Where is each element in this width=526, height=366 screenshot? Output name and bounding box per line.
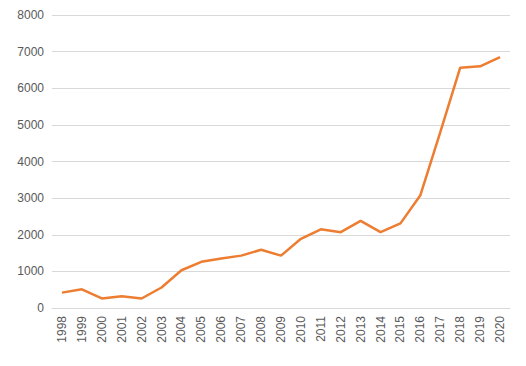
svg-text:7000: 7000 bbox=[17, 45, 44, 59]
svg-text:2011: 2011 bbox=[314, 316, 328, 342]
svg-text:1000: 1000 bbox=[17, 264, 44, 278]
svg-text:2003: 2003 bbox=[155, 316, 169, 343]
svg-text:3000: 3000 bbox=[17, 191, 44, 205]
svg-text:0: 0 bbox=[37, 301, 44, 315]
svg-text:8000: 8000 bbox=[17, 8, 44, 22]
svg-text:2002: 2002 bbox=[135, 316, 149, 343]
svg-text:1998: 1998 bbox=[55, 316, 69, 343]
svg-text:2000: 2000 bbox=[17, 228, 44, 242]
svg-text:2007: 2007 bbox=[234, 316, 248, 343]
svg-text:2000: 2000 bbox=[95, 316, 109, 343]
svg-text:4000: 4000 bbox=[17, 155, 44, 169]
svg-text:2006: 2006 bbox=[214, 316, 228, 343]
svg-text:2013: 2013 bbox=[354, 316, 368, 343]
svg-text:6000: 6000 bbox=[17, 81, 44, 95]
svg-text:2012: 2012 bbox=[334, 316, 348, 343]
svg-text:2016: 2016 bbox=[413, 316, 427, 343]
svg-text:2020: 2020 bbox=[493, 316, 507, 343]
svg-text:2018: 2018 bbox=[453, 316, 467, 343]
svg-text:2001: 2001 bbox=[115, 316, 129, 343]
svg-text:2010: 2010 bbox=[294, 316, 308, 343]
svg-text:2017: 2017 bbox=[433, 316, 447, 343]
svg-text:2008: 2008 bbox=[254, 316, 268, 343]
svg-text:2004: 2004 bbox=[174, 316, 188, 343]
svg-text:2014: 2014 bbox=[374, 316, 388, 343]
svg-text:1999: 1999 bbox=[75, 316, 89, 343]
svg-text:5000: 5000 bbox=[17, 118, 44, 132]
svg-text:2015: 2015 bbox=[393, 316, 407, 343]
svg-text:2005: 2005 bbox=[194, 316, 208, 343]
svg-text:2019: 2019 bbox=[473, 316, 487, 343]
svg-text:2009: 2009 bbox=[274, 316, 288, 343]
